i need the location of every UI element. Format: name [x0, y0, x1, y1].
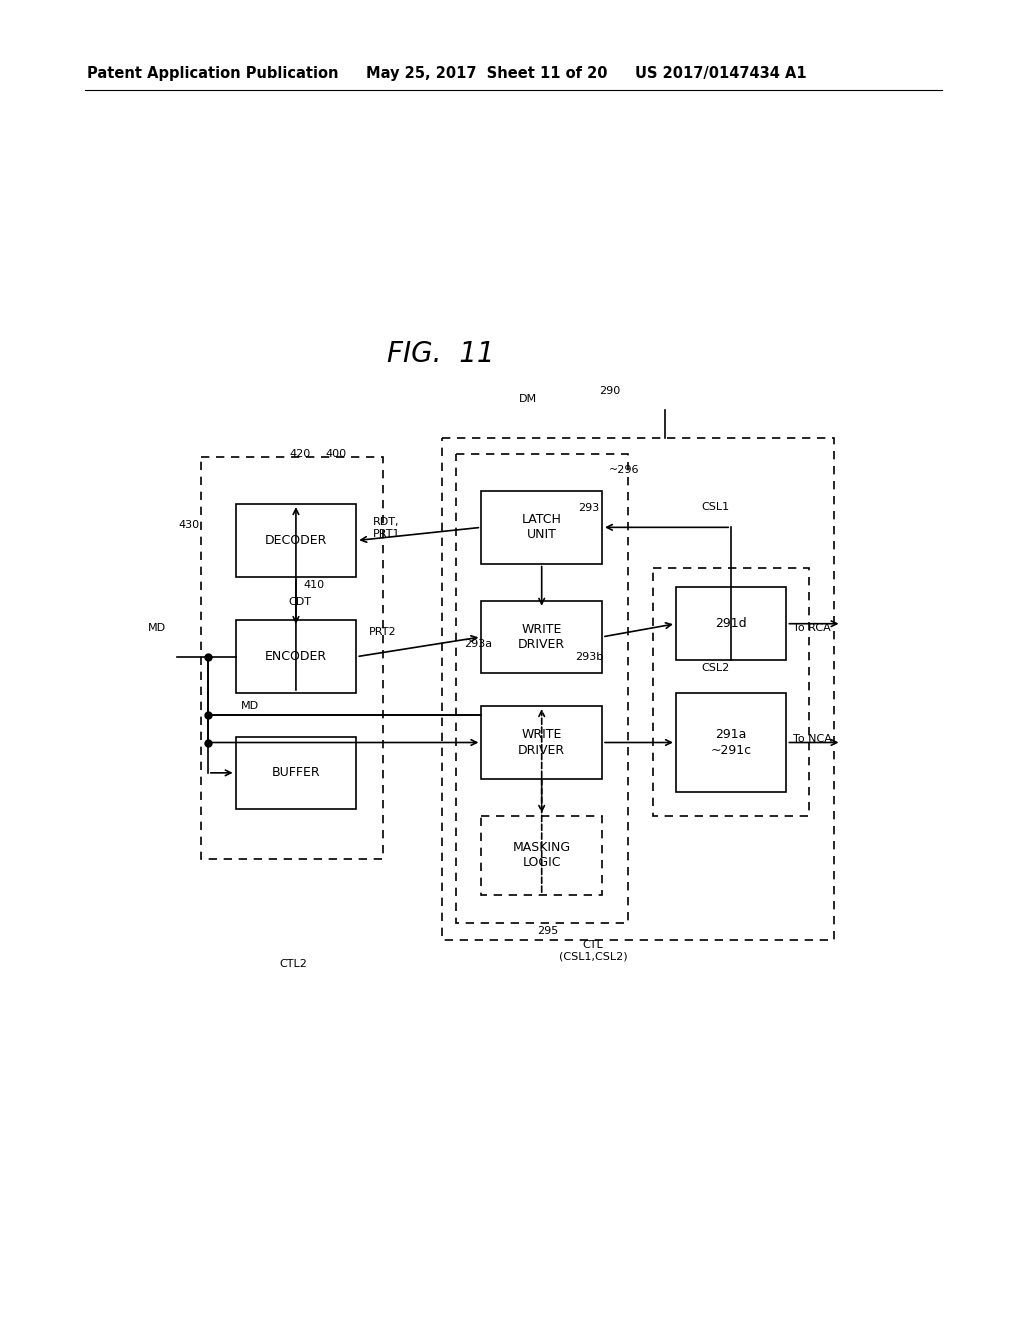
Text: CTL2: CTL2	[279, 958, 307, 969]
Bar	[456, 454, 628, 923]
Text: WRITE
DRIVER: WRITE DRIVER	[518, 623, 565, 651]
Bar	[236, 620, 356, 693]
Text: May 25, 2017  Sheet 11 of 20: May 25, 2017 Sheet 11 of 20	[366, 66, 607, 82]
Text: CSL1: CSL1	[701, 502, 729, 512]
Bar	[442, 438, 834, 940]
Text: DECODER: DECODER	[265, 535, 327, 546]
Text: MD: MD	[147, 623, 166, 634]
Text: 291d: 291d	[716, 618, 746, 630]
Text: LATCH
UNIT: LATCH UNIT	[522, 513, 561, 541]
Text: 293: 293	[579, 503, 600, 513]
Bar	[201, 457, 383, 859]
Bar	[676, 587, 786, 660]
Bar	[236, 504, 356, 577]
Bar	[481, 491, 602, 564]
Text: 293a: 293a	[464, 639, 492, 649]
Text: PRT2: PRT2	[369, 627, 396, 638]
Bar	[481, 706, 602, 779]
Text: CDT: CDT	[289, 597, 311, 607]
Bar	[481, 816, 602, 895]
Text: Patent Application Publication: Patent Application Publication	[87, 66, 339, 82]
Text: MASKING
LOGIC: MASKING LOGIC	[513, 841, 570, 870]
Text: 410: 410	[303, 579, 325, 590]
Bar	[481, 601, 602, 673]
Text: 291a
~291c: 291a ~291c	[711, 729, 752, 756]
Bar	[236, 737, 356, 809]
Text: CTL
(CSL1,CSL2): CTL (CSL1,CSL2)	[558, 940, 628, 961]
Text: 290: 290	[599, 385, 621, 396]
Text: 400: 400	[326, 449, 347, 459]
Text: ~296: ~296	[609, 465, 640, 475]
Text: WRITE
DRIVER: WRITE DRIVER	[518, 729, 565, 756]
Text: MD: MD	[241, 701, 259, 711]
Bar	[653, 568, 809, 816]
Text: CSL2: CSL2	[701, 663, 730, 673]
Text: DM: DM	[519, 393, 538, 404]
Text: 295: 295	[538, 925, 558, 936]
Text: FIG.  11: FIG. 11	[387, 339, 494, 368]
Text: 293b: 293b	[575, 652, 604, 663]
Text: RDT,
PRT1: RDT, PRT1	[373, 517, 400, 539]
Text: US 2017/0147434 A1: US 2017/0147434 A1	[635, 66, 807, 82]
Text: To NCA: To NCA	[793, 734, 831, 744]
Text: To RCA: To RCA	[793, 623, 830, 634]
Bar	[676, 693, 786, 792]
Text: ENCODER: ENCODER	[265, 651, 327, 663]
Text: BUFFER: BUFFER	[271, 767, 321, 779]
Text: 430: 430	[178, 520, 200, 531]
Text: 420: 420	[290, 449, 311, 459]
